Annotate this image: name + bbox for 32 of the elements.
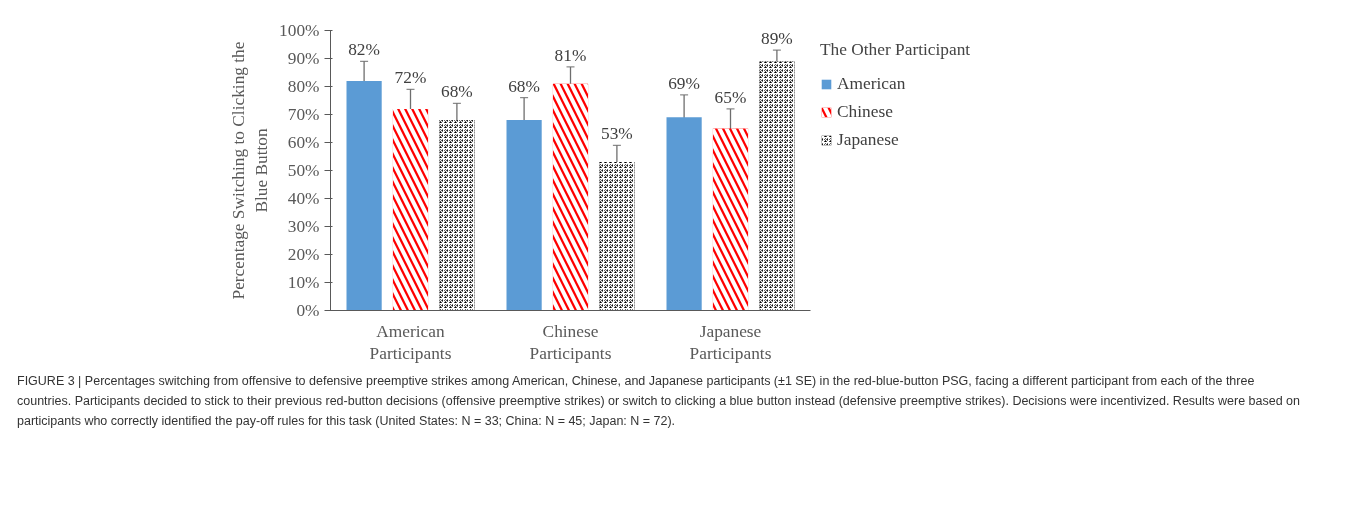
y-tick-label: 10% <box>287 273 320 292</box>
bar <box>666 117 702 311</box>
y-tick-label: 60% <box>287 133 320 152</box>
y-tick-label: 40% <box>287 189 320 208</box>
legend-label: American <box>837 74 906 94</box>
data-label: 65% <box>714 87 747 107</box>
y-tick-label: 20% <box>287 245 320 264</box>
data-label: 69% <box>668 73 700 93</box>
data-label: 89% <box>761 29 793 49</box>
y-tick-label: 90% <box>287 49 320 68</box>
y-tick-label: 80% <box>287 77 320 96</box>
data-label: 68% <box>441 82 473 102</box>
y-tick-label: 100% <box>279 21 320 40</box>
y-tick-label: 70% <box>287 105 320 124</box>
bar <box>506 120 542 311</box>
x-tick-label: Chinese Participants <box>529 321 612 364</box>
data-label: 81% <box>554 45 587 65</box>
x-tick-label: Japanese Participants <box>689 321 772 364</box>
y-tick-label: 30% <box>287 217 320 236</box>
data-label: 82% <box>348 40 380 60</box>
legend-label: Japanese <box>837 130 899 150</box>
data-label: 53% <box>601 124 633 144</box>
caption: FIGURE 3 | Percentages switching from offensive to defensive preemptive strikes among American, Chinese, and Japanese participants (±1 SE) in the red-blue-button PSG, facing a different participant from each of the three countries. Participants decided to stick to their previous red-button decisions (offensive preemptive strikes) or switch to clicking a blue button instead (defensive preemptive strikes). Decisions were incentivized. Results were based on participants who correctly identified the pay-off rules for this task (United States: N = 33; China: N = 45; Japan: N = 72). <box>17 373 1302 430</box>
bar <box>346 80 382 311</box>
legend-title: The Other Participant <box>820 40 971 60</box>
data-label: 68% <box>508 76 540 96</box>
legend-label: Chinese <box>837 102 893 122</box>
y-tick-label: 50% <box>287 161 320 180</box>
data-label: 72% <box>394 68 427 88</box>
y-tick-label: 0% <box>296 301 320 320</box>
x-tick-label: American Participants <box>369 321 452 364</box>
y-axis-title: Percentage Switching to Clicking the Blue Button <box>229 41 272 300</box>
